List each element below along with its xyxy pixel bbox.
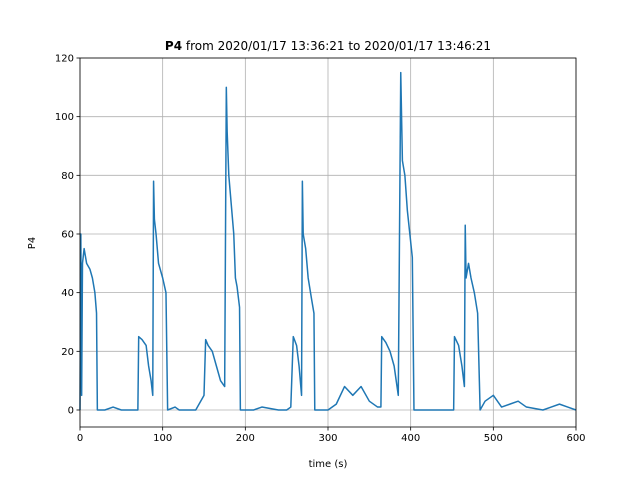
chart-title: P4 from 2020/01/17 13:36:21 to 2020/01/1… bbox=[165, 39, 491, 53]
x-tick-label: 0 bbox=[77, 433, 83, 444]
title-text: from 2020/01/17 13:36:21 to 2020/01/17 1… bbox=[186, 39, 491, 53]
y-tick-label: 40 bbox=[61, 288, 74, 299]
plot-frame bbox=[79, 57, 577, 428]
y-axis-label: P4 bbox=[27, 237, 38, 249]
x-tick-label: 400 bbox=[401, 433, 420, 444]
x-tick-label: 300 bbox=[318, 433, 337, 444]
title-bold: P4 bbox=[165, 39, 182, 53]
x-axis-label: time (s) bbox=[309, 459, 348, 470]
y-tick-label: 20 bbox=[61, 347, 74, 358]
y-tick-label: 120 bbox=[55, 54, 74, 65]
y-tick-label: 80 bbox=[61, 171, 74, 182]
data-line bbox=[79, 71, 577, 411]
x-tick-label: 600 bbox=[566, 433, 585, 444]
x-tick-label: 200 bbox=[236, 433, 255, 444]
x-tick-label: 100 bbox=[153, 433, 172, 444]
y-tick-label: 100 bbox=[55, 112, 74, 123]
y-tick-label: 0 bbox=[68, 405, 74, 416]
x-tick-label: 500 bbox=[484, 433, 503, 444]
y-tick-label: 60 bbox=[61, 229, 74, 240]
